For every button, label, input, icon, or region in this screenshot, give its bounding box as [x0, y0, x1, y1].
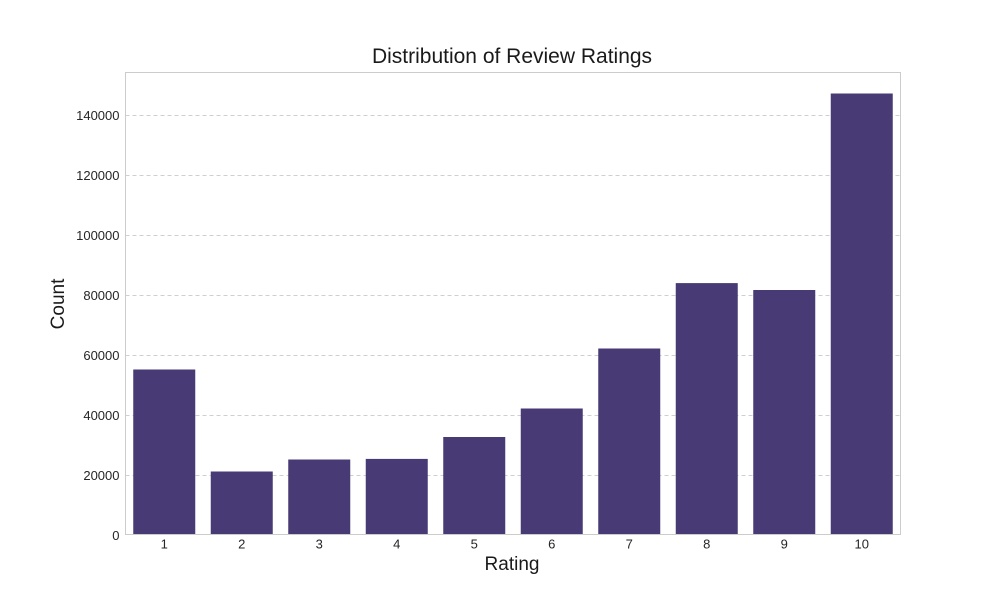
x-tick-label: 6 [548, 537, 555, 552]
x-tick-labels: 1 2 3 4 5 6 7 8 9 10 [161, 537, 869, 552]
bar-rating-1 [133, 369, 196, 535]
chart-title: Distribution of Review Ratings [372, 45, 652, 68]
grid-lines [125, 115, 901, 476]
bar-rating-5 [443, 437, 506, 535]
x-tick-label: 9 [781, 537, 788, 552]
bar-rating-9 [753, 290, 816, 535]
bars [133, 93, 893, 535]
y-tick-labels: 0 20000 40000 60000 80000 100000 120000 140000 [76, 108, 119, 543]
bar-rating-8 [675, 283, 738, 535]
x-tick-label: 8 [703, 537, 710, 552]
y-tick-label: 140000 [76, 108, 119, 123]
bar-rating-7 [598, 348, 661, 535]
bar-rating-10 [830, 93, 893, 535]
x-tick-label: 7 [626, 537, 633, 552]
x-tick-label: 1 [161, 537, 168, 552]
y-tick-label: 0 [112, 528, 119, 543]
y-axis-title: Count [48, 278, 69, 329]
x-tick-label: 2 [238, 537, 245, 552]
bar-rating-4 [365, 458, 428, 535]
x-tick-label: 4 [393, 537, 400, 552]
plot-frame [125, 72, 901, 535]
y-tick-label: 60000 [83, 348, 119, 363]
y-tick-label: 100000 [76, 228, 119, 243]
bar-rating-3 [288, 459, 351, 535]
y-tick-label: 120000 [76, 168, 119, 183]
y-tick-label: 40000 [83, 408, 119, 423]
bar-rating-6 [520, 408, 583, 535]
x-tick-label: 5 [471, 537, 478, 552]
x-tick-label: 3 [316, 537, 323, 552]
x-axis-title: Rating [485, 554, 540, 575]
y-tick-label: 20000 [83, 468, 119, 483]
bar-rating-2 [210, 471, 273, 535]
x-tick-label: 10 [855, 537, 869, 552]
y-tick-label: 80000 [83, 288, 119, 303]
